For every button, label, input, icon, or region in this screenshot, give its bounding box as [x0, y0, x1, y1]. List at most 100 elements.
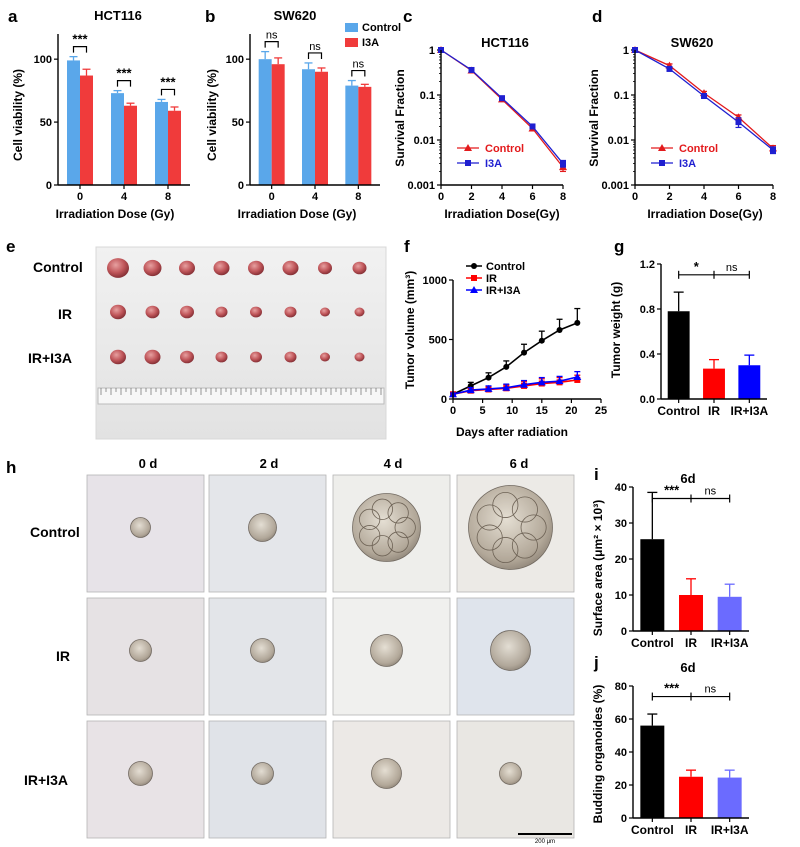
tumor [179, 260, 195, 276]
chart-b-bar-i3a [271, 64, 285, 185]
chart-j-x-tick-label: IR+I3A [711, 823, 749, 837]
chart-b-bar-control [302, 69, 315, 185]
chart-a-sig-bracket [116, 80, 132, 87]
chart-c-y-tick-label: 0.001 [407, 180, 435, 192]
chart-j-bar [679, 776, 703, 818]
chart-d-y-tick-label: 0.001 [601, 180, 629, 192]
chart-a-bar-control [111, 93, 124, 185]
organoid-bud [394, 516, 416, 539]
organoid [352, 493, 421, 562]
chart-j-x-tick-label: IR [685, 823, 697, 837]
chart-d-point-i3a [770, 146, 776, 153]
h-row-label-ir-i3a: IR+I3A [24, 772, 68, 788]
chart-g-y-tick-label: 1.2 [640, 259, 655, 271]
chart-b-y-tick-label: 0 [238, 180, 244, 192]
chart-c-ylabel: Survival Fraction [393, 69, 407, 166]
h-row-label-ir: IR [56, 648, 70, 664]
panel-label-g: g [614, 237, 624, 256]
chart-f-legend-label: IR [486, 273, 497, 285]
chart-g-bar [738, 365, 761, 399]
chart-g-sig-label: * [694, 259, 700, 274]
chart-f-point-ir+i3a [484, 384, 493, 392]
chart-g-y-tick-label: 0.8 [640, 304, 655, 316]
chart-b-legend-label: Control [362, 22, 401, 34]
chart-a-x-tick-label: 4 [121, 191, 128, 203]
chart-d-x-tick-label: 2 [666, 191, 672, 203]
chart-j-y-tick-label: 40 [615, 747, 627, 759]
chart-i-y-tick-label: 0 [621, 626, 627, 638]
organoid [468, 485, 553, 570]
chart-i-bar [717, 596, 742, 631]
organoid [128, 761, 153, 786]
chart-d-point-i3a [666, 65, 673, 72]
panel-label-a: a [8, 7, 18, 26]
chart-g-bar [667, 311, 690, 399]
organoid [499, 762, 522, 785]
chart-a-sig-label: *** [72, 32, 88, 47]
tumor [320, 307, 330, 317]
chart-j-title: 6d [680, 660, 695, 675]
tumor [110, 349, 126, 365]
chart-g-y-tick-label: 0.0 [640, 394, 655, 406]
chart-d-point-i3a [735, 119, 742, 126]
chart-c-y-tick-label: 0.1 [420, 90, 435, 102]
chart-f-point-control [521, 349, 528, 356]
chart-d-y-tick-label: 0.1 [614, 90, 629, 102]
organoid-bud [387, 531, 409, 553]
tumor [352, 261, 367, 275]
chart-b-legend-swatch [345, 38, 358, 47]
chart-c-y-tick-label: 1 [429, 45, 435, 57]
chart-j-bar [717, 777, 742, 818]
chart-a-y-tick-label: 50 [40, 117, 52, 129]
chart-a-bar-i3a [80, 75, 93, 185]
chart-i-y-tick-label: 10 [615, 590, 627, 602]
tumor [144, 349, 161, 365]
chart-a: 0 *** 4 *** 8 *** 0 50 100 [34, 32, 190, 203]
chart-c-x-tick-label: 2 [468, 191, 474, 203]
panel-label-c: c [403, 7, 412, 26]
chart-c-point-i3a [560, 160, 566, 167]
tumor [282, 260, 299, 276]
tumor [215, 306, 228, 318]
organoid [250, 638, 275, 663]
chart-i-sig-label: ns [705, 486, 717, 498]
organoid [129, 639, 152, 662]
chart-f-y-tick-label: 500 [429, 335, 447, 347]
chart-f-x-tick-label: 20 [565, 405, 577, 417]
tumor [107, 258, 129, 278]
chart-f-point-ir+i3a [502, 383, 511, 391]
chart-i: Control IR IR+I3A 0 10 20 30 40 *** ns [615, 482, 749, 650]
chart-i-x-tick-label: IR+I3A [711, 636, 749, 650]
panel-label-j: j [593, 653, 599, 672]
chart-f-point-ir+i3a [466, 386, 475, 394]
tumor [213, 260, 230, 276]
chart-i-y-tick-label: 30 [615, 518, 627, 530]
chart-f-x-tick-label: 0 [450, 405, 456, 417]
chart-f-y-tick-label: 0 [441, 394, 447, 406]
chart-a-sig-bracket [72, 46, 88, 53]
chart-c-legend-label: Control [485, 143, 524, 155]
chart-g-ylabel: Tumor weight (g) [609, 282, 623, 378]
chart-b-legend-label: I3A [362, 37, 379, 49]
organoid-bud [520, 514, 547, 541]
chart-b-x-tick-label: 8 [355, 191, 361, 203]
chart-b-bar-i3a [315, 71, 328, 185]
chart-f-x-tick-label: 5 [480, 405, 486, 417]
chart-i-x-tick-label: IR [685, 636, 697, 650]
h-column-label-2d: 2 d [260, 456, 279, 471]
chart-j-sig-label: ns [705, 684, 717, 696]
chart-f-ylabel: Tumor volume (mm³) [403, 271, 417, 389]
chart-j: Control IR IR+I3A 0 20 40 60 80 *** ns [615, 681, 749, 837]
tumor [180, 350, 194, 364]
chart-f-point-ir+i3a [555, 377, 564, 385]
chart-j-x-tick-label: Control [631, 823, 674, 837]
chart-i-bar [679, 595, 703, 631]
chart-j-y-tick-label: 60 [615, 714, 627, 726]
panel-label-h: h [6, 458, 16, 477]
chart-b-sig-label: ns [353, 59, 365, 71]
chart-f-point-control [485, 374, 492, 381]
chart-d-point-i3a [701, 93, 707, 100]
tumor [248, 260, 264, 276]
chart-c-point-i3a [468, 66, 475, 73]
